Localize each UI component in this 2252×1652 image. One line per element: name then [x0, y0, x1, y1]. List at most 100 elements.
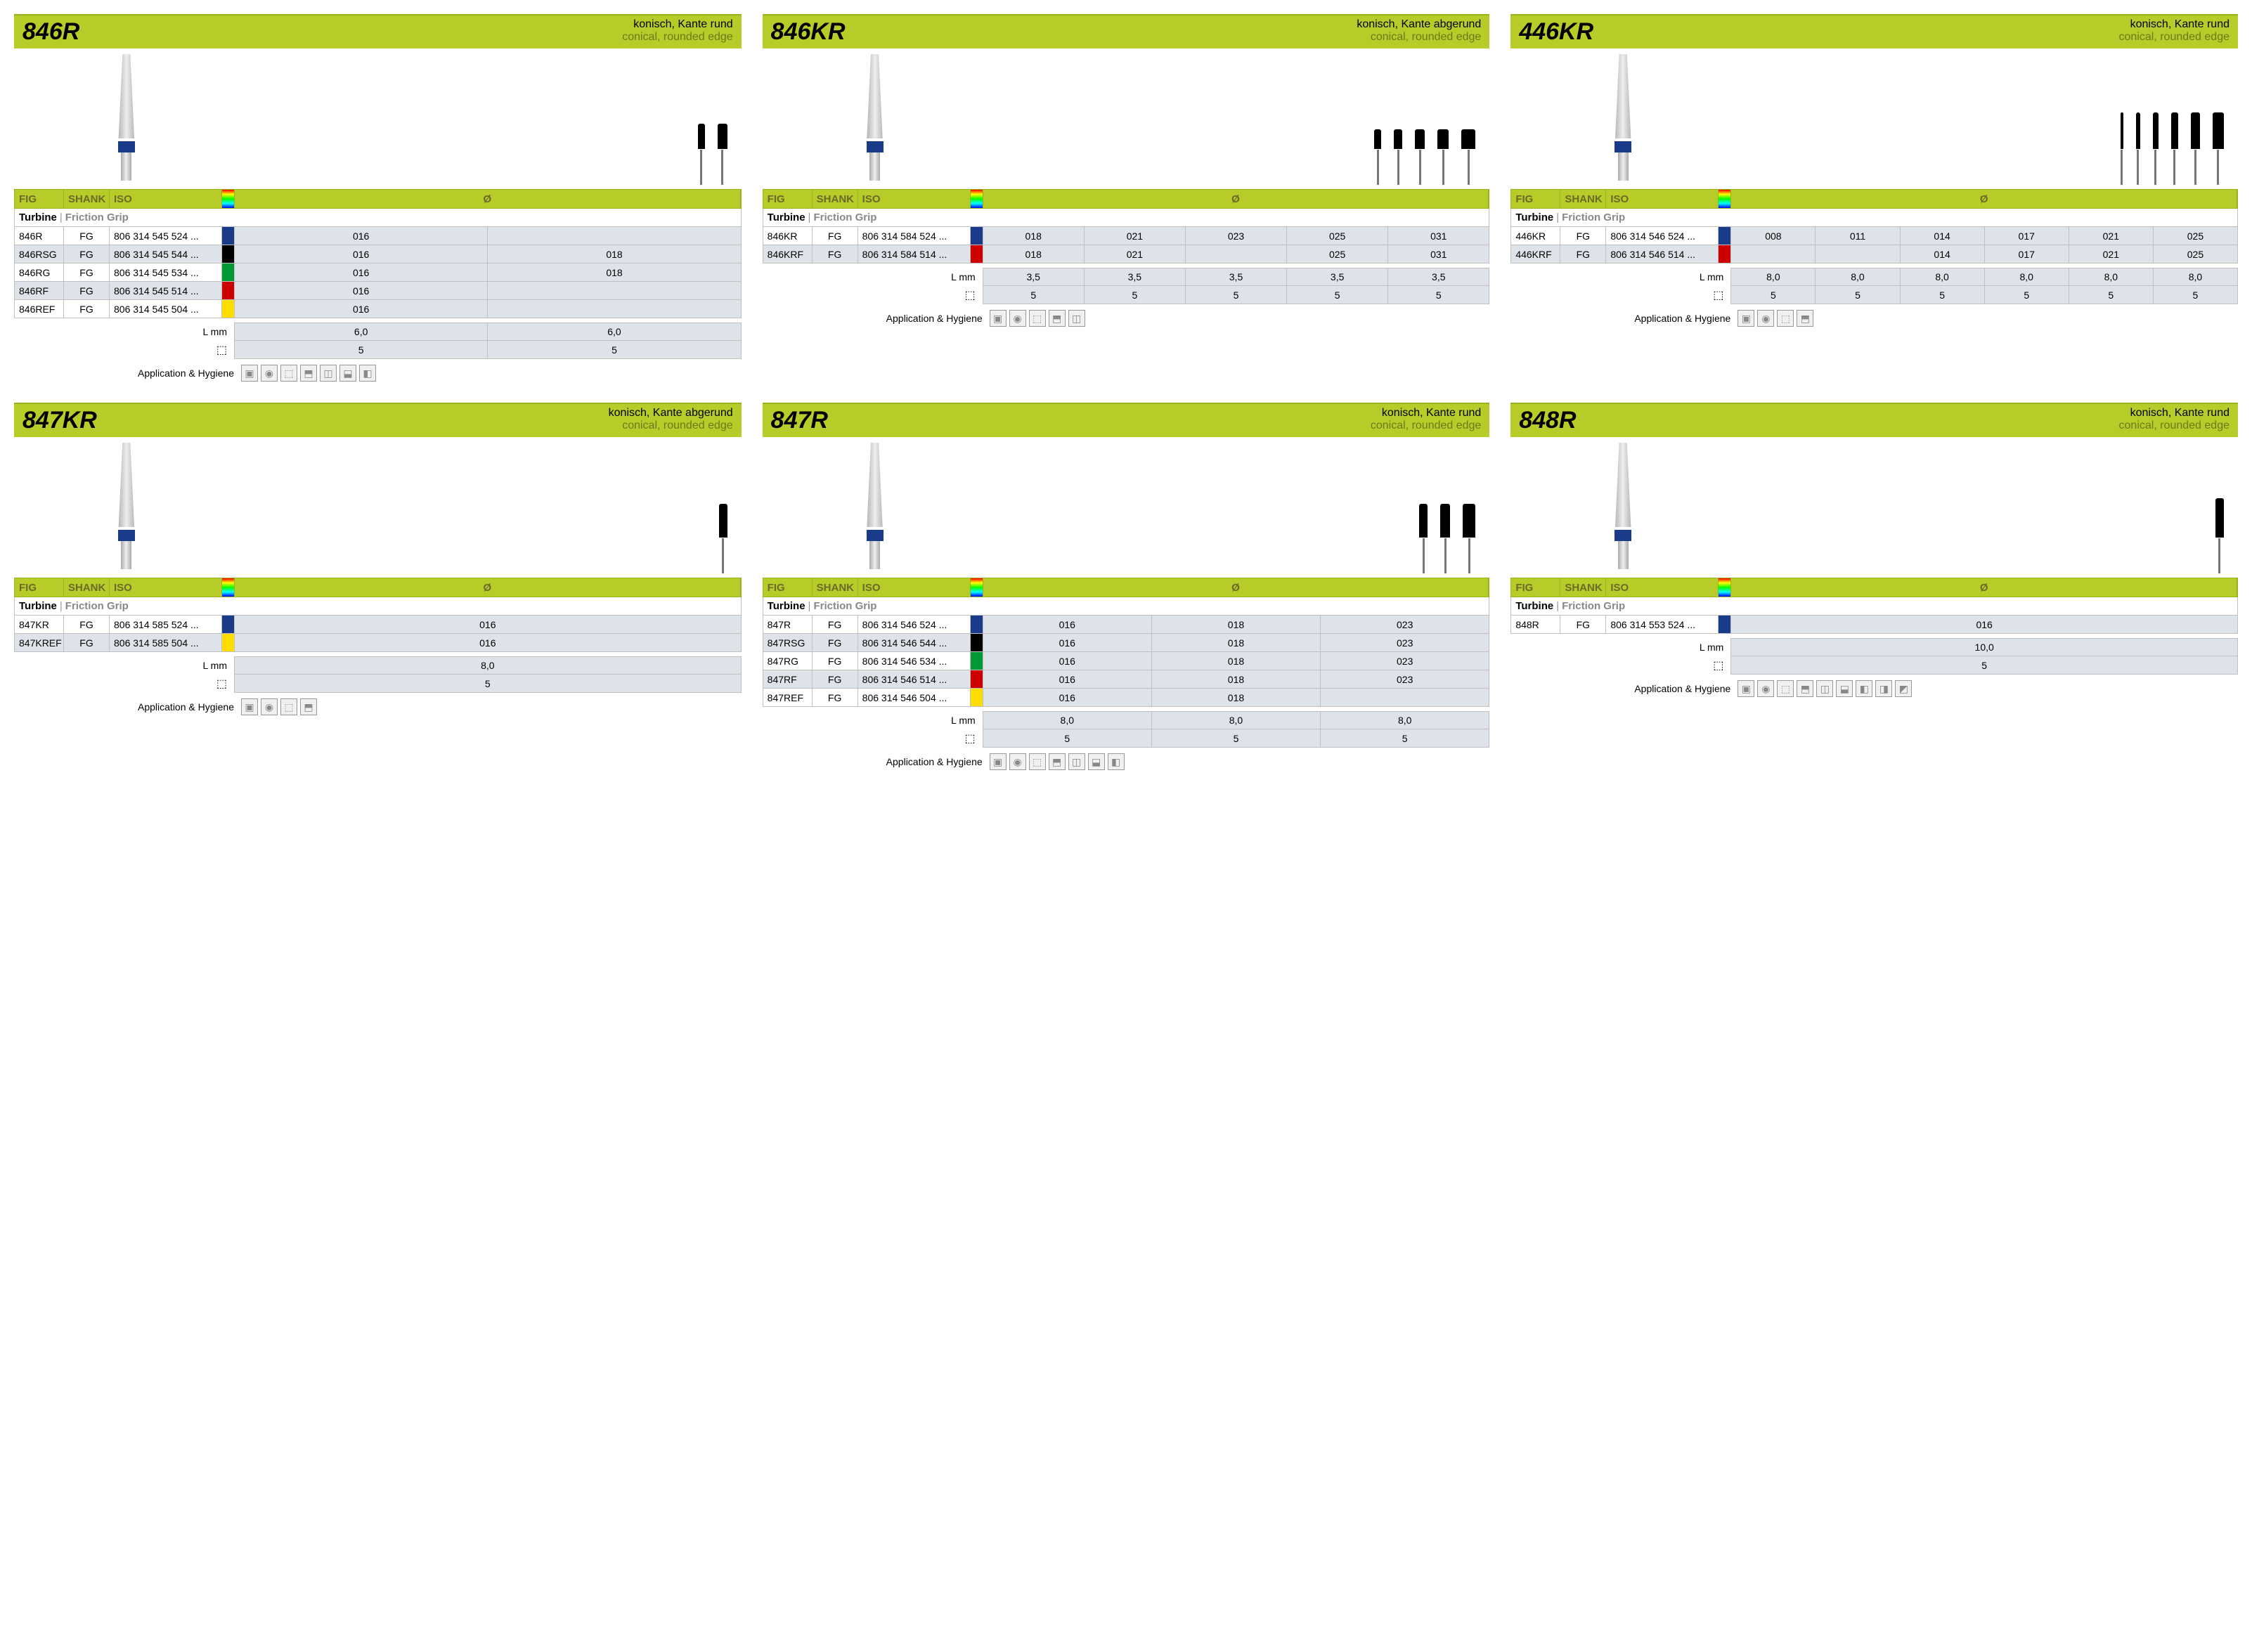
hygiene-icon: ◧: [359, 365, 376, 382]
qty-cell: 5: [1985, 286, 2069, 304]
app-hygiene-label: Application & Hygiene: [1510, 310, 1730, 324]
table-row: 446KRF FG 806 314 546 514 ... 0140170210…: [1510, 245, 2238, 264]
color-swatch: [971, 616, 983, 633]
col-color: [222, 578, 235, 597]
desc-de: konisch, Kante rund: [2119, 407, 2230, 419]
table-row: 847R FG 806 314 546 524 ... 016018023: [763, 616, 1490, 634]
color-swatch: [971, 689, 983, 706]
color-swatch: [222, 245, 235, 263]
col-fig: FIG: [763, 190, 813, 208]
col-fig: FIG: [763, 578, 813, 597]
cell-iso: 806 314 553 524 ...: [1606, 616, 1719, 633]
table-row: 846RSG FG 806 314 545 544 ... 016018: [14, 245, 742, 264]
diameter-cell: 016: [235, 300, 488, 318]
product-desc: konisch, Kante rund conical, rounded edg…: [614, 15, 741, 48]
cell-iso: 806 314 546 544 ...: [858, 634, 971, 651]
main-bur-icon: [1612, 54, 1633, 138]
product-card-847R: 847R konisch, Kante rund conical, rounde…: [763, 403, 1490, 770]
extra-rows: L mm 8,08,08,0 ⬚ 555: [763, 711, 1490, 748]
col-diameter: Ø: [235, 190, 741, 208]
mini-bur-icon: [1394, 129, 1402, 185]
color-swatch: [971, 245, 983, 263]
mini-bur-icon: [1419, 504, 1428, 573]
cell-shank: FG: [813, 652, 858, 670]
diameter-cell: [1186, 245, 1287, 263]
hygiene-icon: ⬓: [1088, 753, 1105, 770]
cell-fig: 846RSG: [15, 245, 64, 263]
hygiene-icon: ⬚: [1777, 680, 1794, 697]
column-headers: FIG SHANK ISO Ø: [1510, 189, 2238, 209]
desc-en: conical, rounded edge: [2119, 419, 2230, 432]
diameter-cell: 021: [1085, 245, 1186, 263]
table-row: 846R FG 806 314 545 524 ... 016: [14, 227, 742, 245]
diameter-cell: [1816, 245, 1900, 263]
diameter-cell: 023: [1321, 616, 1489, 633]
col-diameter: Ø: [1731, 578, 2237, 597]
diameter-cell: 017: [1985, 245, 2069, 263]
diameter-cell: 023: [1321, 634, 1489, 651]
desc-de: konisch, Kante rund: [2119, 18, 2230, 31]
cell-fig: 846R: [15, 227, 64, 245]
color-swatch: [971, 227, 983, 245]
col-color: [222, 190, 235, 208]
cell-iso: 806 314 545 544 ...: [110, 245, 222, 263]
hygiene-icon: ▣: [990, 310, 1007, 327]
hygiene-icon: ⬚: [1029, 310, 1046, 327]
cell-iso: 806 314 546 524 ...: [858, 616, 971, 633]
lmm-cell: 8,0: [1901, 268, 1985, 285]
lmm-cell: 8,0: [1985, 268, 2069, 285]
main-bur-icon: [865, 443, 886, 527]
qty-cell: 5: [1085, 286, 1186, 304]
card-header: 847R konisch, Kante rund conical, rounde…: [763, 403, 1490, 437]
diameter-cell: 018: [1152, 616, 1321, 633]
lmm-cell: 3,5: [1287, 268, 1388, 285]
cell-iso: 806 314 546 504 ...: [858, 689, 971, 706]
table-row: 847REF FG 806 314 546 504 ... 016018: [763, 689, 1490, 707]
desc-en: conical, rounded edge: [622, 31, 732, 44]
hygiene-icon: ◫: [1068, 310, 1085, 327]
diameter-cell: 016: [983, 689, 1152, 706]
column-headers: FIG SHANK ISO Ø: [14, 189, 742, 209]
diameter-cell: [488, 300, 740, 318]
hygiene-icon: ◧: [1856, 680, 1872, 697]
card-header: 847KR konisch, Kante abgerund conical, r…: [14, 403, 742, 437]
hygiene-icon: ◉: [1757, 680, 1774, 697]
mini-bur-icon: [719, 504, 727, 573]
color-swatch: [1719, 616, 1731, 633]
main-bur-icon: [116, 443, 137, 527]
app-hygiene-label: Application & Hygiene: [14, 698, 234, 713]
column-headers: FIG SHANK ISO Ø: [1510, 578, 2238, 597]
product-card-446KR: 446KR konisch, Kante rund conical, round…: [1510, 14, 2238, 382]
hygiene-icon: ⬓: [339, 365, 356, 382]
hygiene-icon: ⬒: [1049, 753, 1066, 770]
main-bur-icon: [116, 54, 137, 138]
lmm-cell: 8,0: [1321, 712, 1489, 729]
product-desc: konisch, Kante rund conical, rounded edg…: [1362, 404, 1489, 437]
mini-bur-icon: [1440, 504, 1450, 573]
col-shank: SHANK: [813, 578, 858, 597]
hygiene-icon: ⬒: [1797, 310, 1813, 327]
qty-cell: 5: [1186, 286, 1287, 304]
hygiene-icon: ⬚: [280, 698, 297, 715]
turbine-row: Turbine | Friction Grip: [1510, 597, 2238, 616]
qty-cell: 5: [983, 286, 1085, 304]
cell-iso: 806 314 545 534 ...: [110, 264, 222, 281]
table-row: 846KRF FG 806 314 584 514 ... 0180210250…: [763, 245, 1490, 264]
product-id: 847KR: [14, 404, 600, 437]
desc-en: conical, rounded edge: [1357, 31, 1481, 44]
cell-fig: 847RG: [763, 652, 813, 670]
col-fig: FIG: [15, 578, 64, 597]
hygiene-icon: ⬒: [300, 365, 317, 382]
col-iso: ISO: [110, 578, 222, 597]
diameter-cell: 031: [1388, 245, 1489, 263]
turbine-row: Turbine | Friction Grip: [1510, 209, 2238, 227]
cell-iso: 806 314 545 514 ...: [110, 282, 222, 299]
app-hygiene: Application & Hygiene ▣◉⬚⬒◫⬓◧: [763, 753, 1490, 770]
hygiene-icon: ◫: [1068, 753, 1085, 770]
cell-shank: FG: [64, 282, 110, 299]
lmm-cell: 8,0: [1731, 268, 1816, 285]
cell-shank: FG: [1560, 227, 1606, 245]
diameter-cell: 016: [235, 245, 488, 263]
product-id: 847R: [763, 404, 1362, 437]
mini-bur-icon: [2215, 498, 2224, 573]
